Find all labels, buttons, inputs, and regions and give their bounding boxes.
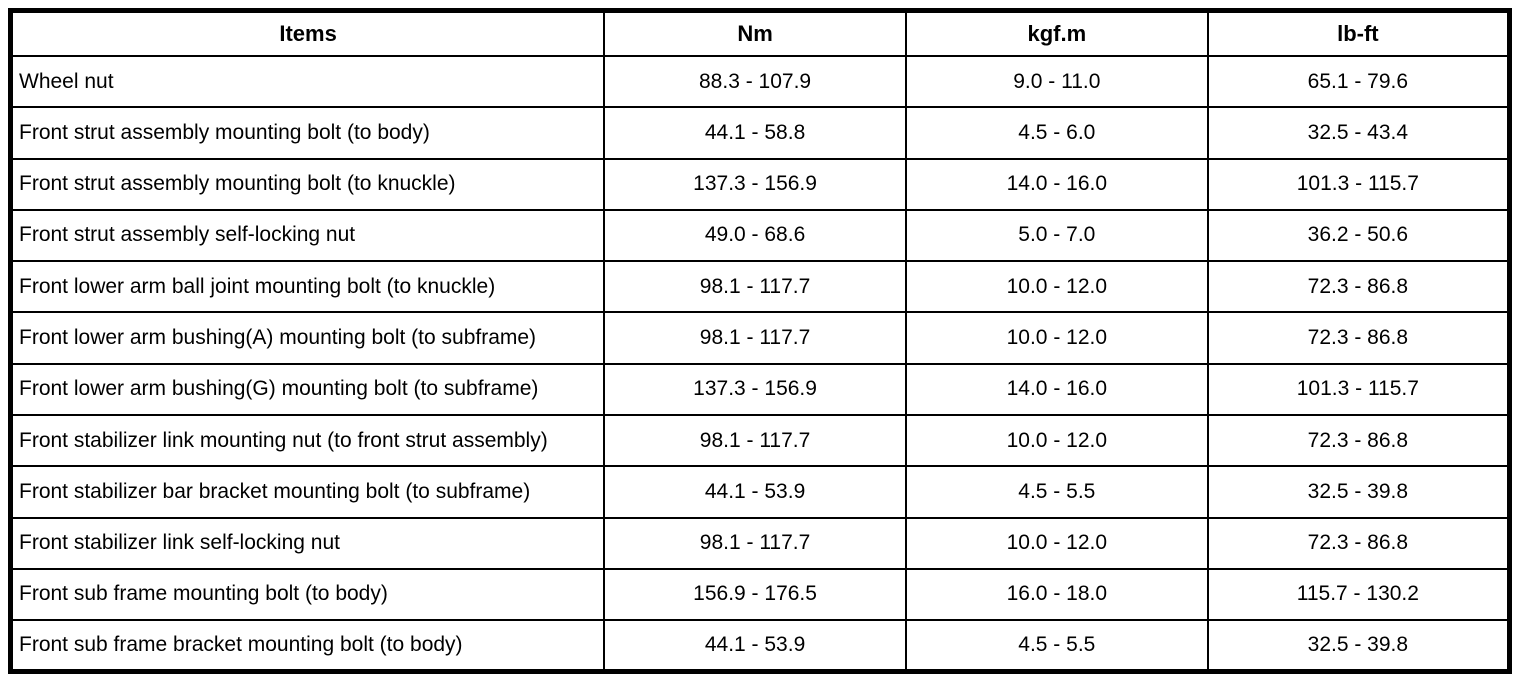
nm-cell: 98.1 - 117.7 <box>603 516 907 570</box>
item-cell: Front strut assembly mounting bolt (to b… <box>9 106 606 160</box>
lbft-cell: 115.7 - 130.2 <box>1206 567 1511 622</box>
table-row: Front lower arm ball joint mounting bolt… <box>9 260 1511 314</box>
nm-cell: 49.0 - 68.6 <box>603 208 907 263</box>
lbft-cell: 72.3 - 86.8 <box>1206 260 1511 314</box>
kgfm-cell: 4.5 - 5.5 <box>904 619 1209 673</box>
kgfm-cell: 9.0 - 11.0 <box>904 54 1209 109</box>
lbft-cell: 36.2 - 50.6 <box>1206 208 1511 263</box>
lbft-cell: 101.3 - 115.7 <box>1206 362 1511 416</box>
table-row: Front strut assembly mounting bolt (to b… <box>9 106 1511 160</box>
table-row: Front lower arm bushing(G) mounting bolt… <box>9 362 1511 416</box>
nm-cell: 98.1 - 117.7 <box>603 413 907 468</box>
item-cell: Front strut assembly mounting bolt (to k… <box>9 157 606 211</box>
header-nm: Nm <box>603 9 907 57</box>
header-kgfm: kgf.m <box>904 9 1209 57</box>
item-cell: Front lower arm bushing(A) mounting bolt… <box>9 311 606 365</box>
lbft-cell: 32.5 - 39.8 <box>1206 465 1511 519</box>
kgfm-cell: 5.0 - 7.0 <box>904 208 1209 263</box>
table-row: Front strut assembly mounting bolt (to k… <box>9 157 1511 211</box>
nm-cell: 137.3 - 156.9 <box>603 157 907 211</box>
lbft-cell: 65.1 - 79.6 <box>1206 54 1511 109</box>
lbft-cell: 32.5 - 43.4 <box>1206 106 1511 160</box>
item-cell: Front stabilizer link mounting nut (to f… <box>9 413 606 468</box>
nm-cell: 98.1 - 117.7 <box>603 311 907 365</box>
table-row: Front lower arm bushing(A) mounting bolt… <box>9 311 1511 365</box>
table-header-row: Items Nm kgf.m lb-ft <box>9 9 1511 57</box>
item-cell: Front sub frame mounting bolt (to body) <box>9 567 606 622</box>
item-cell: Wheel nut <box>9 54 606 109</box>
nm-cell: 98.1 - 117.7 <box>603 260 907 314</box>
kgfm-cell: 4.5 - 5.5 <box>904 465 1209 519</box>
nm-cell: 156.9 - 176.5 <box>603 567 907 622</box>
table-row: Front stabilizer link mounting nut (to f… <box>9 413 1511 468</box>
kgfm-cell: 4.5 - 6.0 <box>904 106 1209 160</box>
table-row: Front sub frame bracket mounting bolt (t… <box>9 619 1511 673</box>
kgfm-cell: 10.0 - 12.0 <box>904 311 1209 365</box>
item-cell: Front lower arm bushing(G) mounting bolt… <box>9 362 606 416</box>
lbft-cell: 72.3 - 86.8 <box>1206 413 1511 468</box>
kgfm-cell: 10.0 - 12.0 <box>904 516 1209 570</box>
kgfm-cell: 16.0 - 18.0 <box>904 567 1209 622</box>
lbft-cell: 72.3 - 86.8 <box>1206 516 1511 570</box>
kgfm-cell: 14.0 - 16.0 <box>904 157 1209 211</box>
header-items: Items <box>9 9 606 57</box>
nm-cell: 44.1 - 53.9 <box>603 619 907 673</box>
table-row: Front stabilizer bar bracket mounting bo… <box>9 465 1511 519</box>
lbft-cell: 101.3 - 115.7 <box>1206 157 1511 211</box>
kgfm-cell: 14.0 - 16.0 <box>904 362 1209 416</box>
kgfm-cell: 10.0 - 12.0 <box>904 413 1209 468</box>
item-cell: Front lower arm ball joint mounting bolt… <box>9 260 606 314</box>
table-row: Wheel nut 88.3 - 107.9 9.0 - 11.0 65.1 -… <box>9 54 1511 109</box>
torque-spec-table: Items Nm kgf.m lb-ft Wheel nut 88.3 - 10… <box>8 8 1512 674</box>
nm-cell: 44.1 - 53.9 <box>603 465 907 519</box>
nm-cell: 88.3 - 107.9 <box>603 54 907 109</box>
item-cell: Front strut assembly self-locking nut <box>9 208 606 263</box>
lbft-cell: 32.5 - 39.8 <box>1206 619 1511 673</box>
nm-cell: 44.1 - 58.8 <box>603 106 907 160</box>
item-cell: Front sub frame bracket mounting bolt (t… <box>9 619 606 673</box>
table-row: Front stabilizer link self-locking nut 9… <box>9 516 1511 570</box>
lbft-cell: 72.3 - 86.8 <box>1206 311 1511 365</box>
kgfm-cell: 10.0 - 12.0 <box>904 260 1209 314</box>
nm-cell: 137.3 - 156.9 <box>603 362 907 416</box>
table-row: Front strut assembly self-locking nut 49… <box>9 208 1511 263</box>
table-row: Front sub frame mounting bolt (to body) … <box>9 567 1511 622</box>
item-cell: Front stabilizer bar bracket mounting bo… <box>9 465 606 519</box>
header-lbft: lb-ft <box>1206 9 1511 57</box>
item-cell: Front stabilizer link self-locking nut <box>9 516 606 570</box>
